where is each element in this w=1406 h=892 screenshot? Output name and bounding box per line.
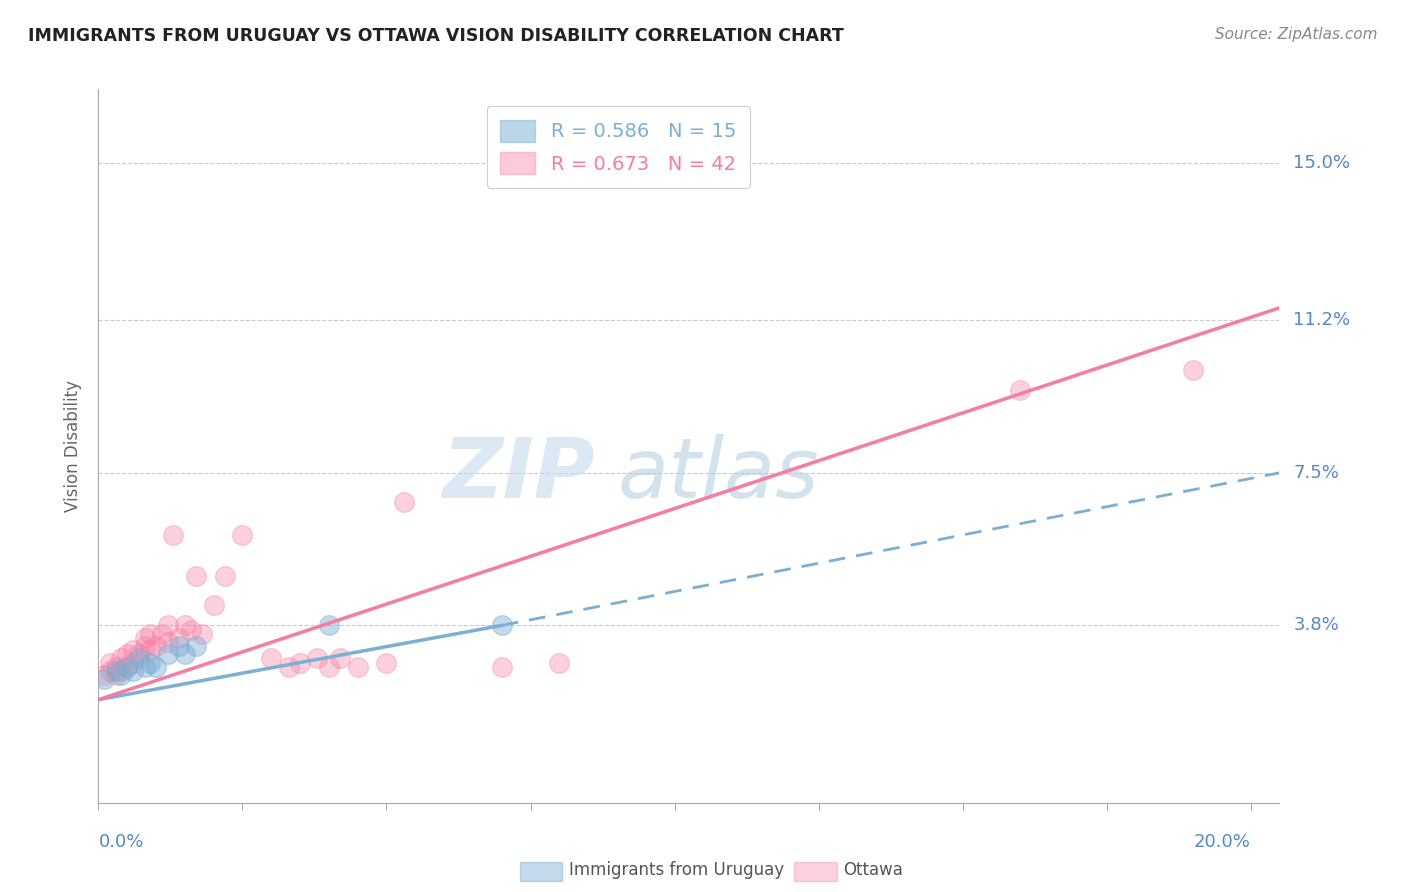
Point — [134, 631, 156, 645]
Point — [318, 618, 340, 632]
Point — [128, 648, 150, 662]
Point — [1182, 362, 1205, 376]
Point — [214, 569, 236, 583]
Point — [162, 527, 184, 541]
Point — [318, 659, 340, 673]
Point — [180, 623, 202, 637]
Text: 15.0%: 15.0% — [1294, 154, 1350, 172]
Point — [93, 668, 115, 682]
Point — [173, 618, 195, 632]
Point — [104, 668, 127, 682]
Text: 3.8%: 3.8% — [1294, 616, 1339, 634]
Point — [110, 651, 132, 665]
Point — [375, 656, 398, 670]
Point — [167, 639, 190, 653]
Point — [186, 569, 208, 583]
Point — [186, 639, 208, 653]
Point — [104, 664, 127, 678]
Text: ZIP: ZIP — [441, 434, 595, 515]
Point — [307, 651, 329, 665]
Point — [145, 659, 167, 673]
Point — [277, 659, 299, 673]
Point — [145, 639, 167, 653]
Point — [134, 659, 156, 673]
Point — [1010, 384, 1032, 398]
Point — [139, 656, 162, 670]
Point — [260, 651, 283, 665]
Point — [346, 659, 368, 673]
Point — [128, 651, 150, 665]
Text: Source: ZipAtlas.com: Source: ZipAtlas.com — [1215, 27, 1378, 42]
Point — [156, 618, 179, 632]
Text: atlas: atlas — [619, 434, 820, 515]
Point — [122, 643, 145, 657]
Point — [134, 639, 156, 653]
Text: IMMIGRANTS FROM URUGUAY VS OTTAWA VISION DISABILITY CORRELATION CHART: IMMIGRANTS FROM URUGUAY VS OTTAWA VISION… — [28, 27, 844, 45]
Point — [115, 659, 138, 673]
Point — [231, 527, 253, 541]
Point — [191, 626, 214, 640]
Point — [122, 656, 145, 670]
Text: 20.0%: 20.0% — [1194, 833, 1251, 851]
Y-axis label: Vision Disability: Vision Disability — [65, 380, 83, 512]
Text: 0.0%: 0.0% — [98, 833, 143, 851]
Point — [139, 643, 162, 657]
Point — [104, 659, 127, 673]
Point — [548, 656, 571, 670]
Point — [115, 659, 138, 673]
Text: Ottawa: Ottawa — [844, 861, 904, 879]
Point — [110, 664, 132, 678]
Point — [98, 664, 121, 678]
Point — [156, 648, 179, 662]
Point — [150, 626, 173, 640]
Point — [115, 648, 138, 662]
Point — [288, 656, 311, 670]
Legend: R = 0.586   N = 15, R = 0.673   N = 42: R = 0.586 N = 15, R = 0.673 N = 42 — [486, 106, 749, 188]
Point — [93, 672, 115, 686]
Text: Immigrants from Uruguay: Immigrants from Uruguay — [569, 861, 785, 879]
Point — [156, 635, 179, 649]
Point — [110, 668, 132, 682]
Point — [329, 651, 352, 665]
Text: 7.5%: 7.5% — [1294, 464, 1340, 482]
Point — [392, 494, 415, 508]
Point — [122, 664, 145, 678]
Point — [139, 626, 162, 640]
Point — [202, 598, 225, 612]
Point — [491, 659, 513, 673]
Point — [167, 631, 190, 645]
Point — [491, 618, 513, 632]
Point — [173, 648, 195, 662]
Text: 11.2%: 11.2% — [1294, 311, 1351, 329]
Point — [98, 656, 121, 670]
